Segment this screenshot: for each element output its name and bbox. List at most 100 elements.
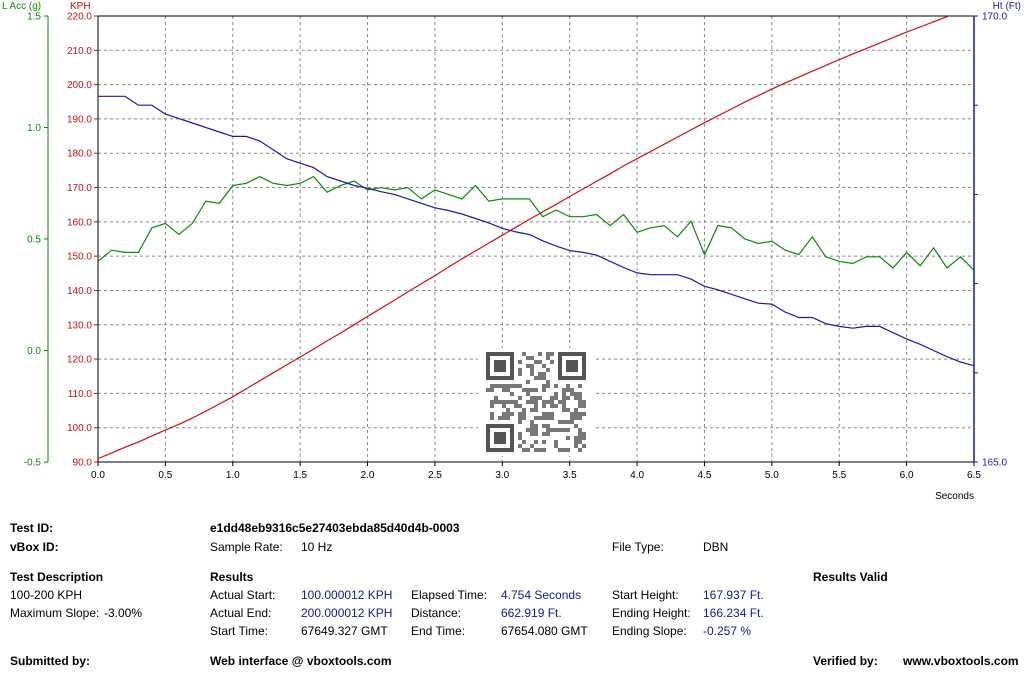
kph-tick-label: 150.0 <box>67 252 92 263</box>
qr-module <box>566 420 570 424</box>
kph-tick-label: 210.0 <box>67 46 92 57</box>
qr-module <box>550 352 554 356</box>
qr-module <box>510 384 514 388</box>
distance-value: 662.919 Ft. <box>501 606 562 620</box>
qr-module <box>578 396 582 400</box>
qr-module <box>534 408 538 412</box>
ending-slope-value: -0.257 % <box>703 624 752 638</box>
qr-module <box>578 400 582 404</box>
qr-module <box>514 404 518 408</box>
series-layer <box>98 16 974 460</box>
qr-module <box>506 412 510 416</box>
qr-module <box>534 360 538 364</box>
qr-module <box>502 416 506 420</box>
x-tick-label: 0.5 <box>158 470 172 481</box>
qr-module <box>562 408 566 412</box>
qr-module <box>562 392 566 396</box>
elapsed-time-value: 4.754 Seconds <box>501 588 582 602</box>
qr-module <box>526 364 530 368</box>
qr-module <box>534 396 538 400</box>
qr-module <box>530 408 534 412</box>
qr-module <box>542 388 546 392</box>
qr-module <box>510 412 514 416</box>
qr-module <box>546 400 550 404</box>
x-tick-label: 4.0 <box>630 470 644 481</box>
website-link[interactable]: www.vboxtools.com <box>903 654 1019 668</box>
qr-module <box>542 400 546 404</box>
qr-module <box>534 440 538 444</box>
qr-module <box>506 408 510 412</box>
qr-module <box>574 436 578 440</box>
actual-end-value: 200.000012 KPH <box>301 606 393 620</box>
qr-module <box>570 392 574 396</box>
qr-module <box>550 360 554 364</box>
qr-module <box>534 404 538 408</box>
qr-module <box>526 388 530 392</box>
qr-module <box>554 392 558 396</box>
qr-module <box>526 356 530 360</box>
qr-module <box>502 388 506 392</box>
sample-rate-label: Sample Rate: <box>210 540 283 554</box>
qr-module <box>494 400 498 404</box>
qr-module <box>562 448 566 452</box>
qr-module <box>574 424 578 428</box>
qr-module <box>538 416 542 420</box>
qr-module <box>562 428 566 432</box>
qr-module <box>542 432 546 436</box>
qr-module <box>498 384 502 388</box>
web-interface-link[interactable]: Web interface @ vboxtools.com <box>210 654 392 668</box>
qr-module <box>542 372 546 376</box>
qr-code-image <box>478 348 594 456</box>
qr-module <box>518 436 522 440</box>
qr-finder-core <box>494 432 506 444</box>
qr-module <box>518 396 522 400</box>
qr-module <box>530 428 534 432</box>
qr-module <box>562 400 566 404</box>
sample-rate-value: 10 Hz <box>301 540 333 554</box>
acc-tick-label: 0.0 <box>27 346 41 357</box>
qr-module <box>518 404 522 408</box>
end-time-value: 67654.080 GMT <box>501 624 588 638</box>
qr-module <box>578 412 582 416</box>
test-description-value: 100-200 KPH <box>10 588 83 602</box>
kph-tick-label: 140.0 <box>67 286 92 297</box>
submitted-by-label: Submitted by: <box>10 654 90 668</box>
qr-module <box>534 416 538 420</box>
qr-module <box>514 400 518 404</box>
qr-module <box>522 408 526 412</box>
kph-tick-label: 170.0 <box>67 183 92 194</box>
qr-module <box>530 388 534 392</box>
start-height-value: 167.937 Ft. <box>703 588 764 602</box>
qr-module <box>570 412 574 416</box>
x-tick-label: 3.5 <box>563 470 577 481</box>
qr-module <box>574 416 578 420</box>
qr-module <box>518 412 522 416</box>
elapsed-time-label: Elapsed Time: <box>411 588 488 602</box>
qr-module <box>578 384 582 388</box>
qr-module <box>554 396 558 400</box>
series-line-right <box>98 95 974 367</box>
qr-module <box>534 448 538 452</box>
x-tick-label: 2.5 <box>428 470 442 481</box>
qr-module <box>546 368 550 372</box>
acc-tick-label: 0.5 <box>27 235 41 246</box>
qr-module <box>566 436 570 440</box>
qr-module <box>574 396 578 400</box>
qr-module <box>538 352 542 356</box>
qr-module <box>530 420 534 424</box>
qr-module <box>566 448 570 452</box>
qr-module <box>562 388 566 392</box>
qr-module <box>546 428 550 432</box>
qr-module <box>578 440 582 444</box>
qr-module <box>506 400 510 404</box>
qr-module <box>582 432 586 436</box>
qr-module <box>578 432 582 436</box>
x-tick-label: 6.0 <box>900 470 914 481</box>
qr-module <box>530 372 534 376</box>
qr-module <box>558 428 562 432</box>
qr-module <box>526 392 530 396</box>
qr-module <box>546 384 550 388</box>
qr-module <box>582 404 586 408</box>
qr-module <box>538 448 542 452</box>
qr-module <box>554 444 558 448</box>
